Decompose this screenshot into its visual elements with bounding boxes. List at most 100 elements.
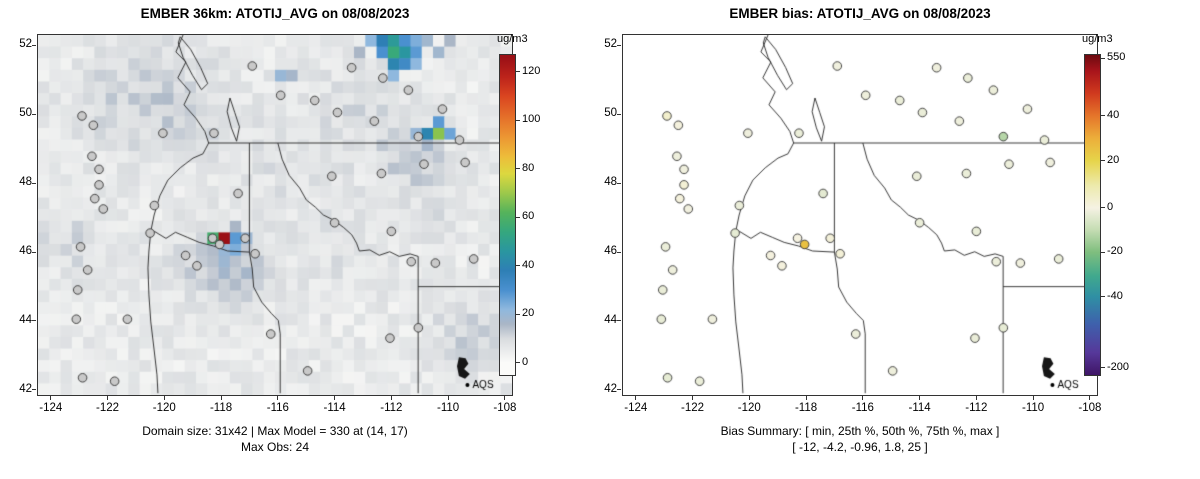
y-tick-mark [617,113,621,115]
x-tick-mark [163,396,165,400]
y-tick-mark [32,389,36,391]
y-tick-label: 42 [604,382,617,395]
x-tick-label: -114 [323,402,346,414]
x-tick-label: -108 [1078,402,1102,414]
x-tick-mark [805,396,807,400]
y-tick-label: 48 [19,176,32,189]
y-tick-mark [617,251,621,253]
colorbar-tick-label: 80 [522,161,535,174]
model-panel: EMBER 36km: ATOTIJ_AVG on 08/08/2023 -12… [0,0,585,479]
x-tick-mark [748,396,750,400]
x-tick-label: -122 [96,402,120,414]
x-tick-label: -124 [624,402,648,414]
bias-colorbar [1084,54,1101,376]
bias-plot-area [622,34,1098,396]
y-tick-label: 52 [604,38,617,51]
y-tick-mark [32,251,36,253]
colorbar-tick-label: 20 [522,307,535,320]
x-tick-label: -112 [380,402,403,414]
bias-title: EMBER bias: ATOTIJ_AVG on 08/08/2023 [729,6,991,21]
bias-panel: EMBER bias: ATOTIJ_AVG on 08/08/2023 -12… [585,0,1200,479]
x-tick-mark [1089,396,1091,400]
x-tick-label: -110 [1022,402,1045,414]
y-tick-label: 44 [19,313,32,326]
colorbar-tick-label: 0 [1107,200,1114,213]
colorbar-tick-label: 60 [522,210,535,223]
x-tick-label: -116 [266,402,289,414]
model-colorbar [499,54,516,376]
x-tick-label: -108 [493,402,517,414]
y-tick-mark [617,389,621,391]
colorbar-tick-label: 120 [522,64,541,77]
y-tick-label: 42 [19,382,32,395]
x-tick-mark [1032,396,1034,400]
x-tick-label: -112 [965,402,988,414]
x-tick-mark [504,396,506,400]
x-tick-label: -118 [209,402,233,414]
y-tick-mark [617,320,621,322]
colorbar-tick-mark [1101,57,1105,59]
colorbar-tick-label: 100 [522,113,541,126]
y-tick-label: 50 [604,107,617,120]
x-tick-mark [50,396,52,400]
y-tick-label: 46 [19,245,32,258]
colorbar-tick-label: 40 [522,258,535,271]
y-tick-mark [617,44,621,46]
x-tick-mark [919,396,921,400]
model-plot-area [37,34,513,396]
colorbar-tick-mark [1101,367,1105,369]
x-tick-label: -110 [437,402,460,414]
x-tick-mark [390,396,392,400]
model-caption-line1: Domain size: 31x42 | Max Model = 330 at … [142,424,408,438]
model-title: EMBER 36km: ATOTIJ_AVG on 08/08/2023 [140,6,410,21]
x-tick-label: -120 [152,402,176,414]
colorbar-tick-label: 20 [1107,153,1120,166]
y-tick-label: 44 [604,313,617,326]
colorbar-tick-mark [516,362,520,364]
bias-caption-line2: [ -12, -4.2, -0.96, 1.8, 25 ] [792,440,928,454]
colorbar-tick-label: 550 [1107,51,1126,64]
bias-map-canvas [623,35,1097,395]
model-colorbar-unit-label: ug/m3 [497,33,528,45]
colorbar-tick-mark [516,313,520,315]
y-tick-mark [32,182,36,184]
colorbar-tick-label: 40 [1107,108,1120,121]
colorbar-tick-mark [516,265,520,267]
colorbar-tick-label: -40 [1107,289,1123,302]
y-tick-mark [32,320,36,322]
x-tick-mark [277,396,279,400]
y-tick-label: 46 [604,245,617,258]
x-tick-mark [334,396,336,400]
x-tick-mark [220,396,222,400]
x-tick-mark [635,396,637,400]
model-map-canvas [38,35,512,395]
x-tick-label: -114 [908,402,931,414]
colorbar-tick-mark [1101,115,1105,117]
x-tick-mark [107,396,109,400]
colorbar-tick-mark [516,119,520,121]
y-tick-label: 48 [604,176,617,189]
y-tick-label: 52 [19,38,32,51]
colorbar-tick-mark [1101,160,1105,162]
colorbar-tick-mark [516,168,520,170]
x-tick-mark [975,396,977,400]
model-caption-line2: Max Obs: 24 [240,440,310,454]
bias-colorbar-unit-label: ug/m3 [1082,33,1113,45]
colorbar-tick-mark [1101,296,1105,298]
y-tick-mark [617,182,621,184]
x-tick-mark [692,396,694,400]
colorbar-tick-mark [1101,207,1105,209]
x-tick-label: -120 [737,402,761,414]
x-tick-label: -124 [39,402,63,414]
y-tick-label: 50 [19,107,32,120]
x-tick-label: -122 [681,402,705,414]
colorbar-tick-label: 0 [522,355,529,368]
x-tick-mark [447,396,449,400]
colorbar-tick-mark [516,216,520,218]
x-tick-label: -118 [794,402,818,414]
colorbar-tick-mark [516,71,520,73]
y-tick-mark [32,113,36,115]
colorbar-tick-mark [1101,251,1105,253]
x-tick-label: -116 [851,402,874,414]
